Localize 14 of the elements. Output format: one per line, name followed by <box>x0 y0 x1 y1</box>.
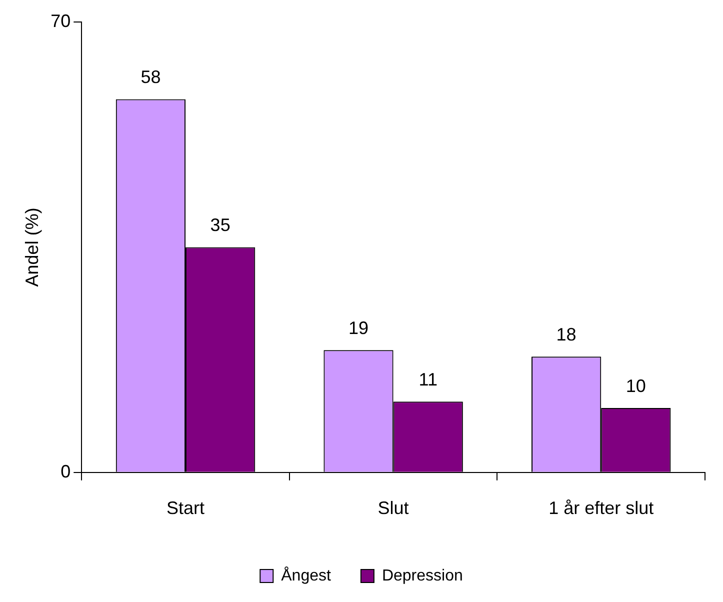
data-label: 35 <box>210 215 230 236</box>
data-label: 19 <box>348 318 369 338</box>
data-label: 18 <box>556 324 576 345</box>
x-tick-label: Start <box>166 498 205 518</box>
legend-label: Ångest <box>281 566 332 584</box>
data-label: 10 <box>626 376 646 396</box>
y-tick-label: 70 <box>50 10 71 31</box>
y-axis-title: Andel (%) <box>22 208 42 287</box>
legend-label: Depression <box>382 567 463 584</box>
x-tick-label: 1 år efter slut <box>548 498 654 518</box>
data-label: 58 <box>140 67 161 88</box>
y-tick-label: 0 <box>60 461 71 482</box>
data-label: 11 <box>418 370 438 390</box>
x-tick-label: Slut <box>378 498 409 518</box>
